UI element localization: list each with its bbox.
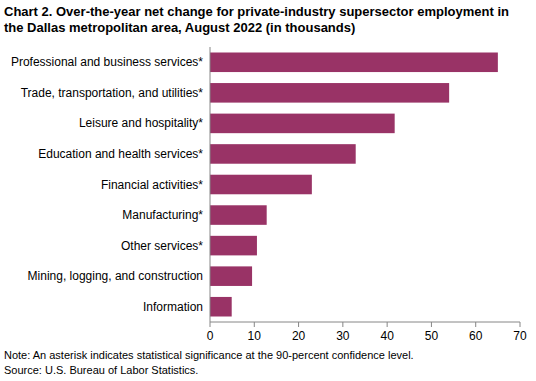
bar	[210, 297, 232, 317]
y-axis	[210, 47, 211, 322]
bar	[210, 114, 395, 134]
tick	[342, 322, 343, 327]
bar	[210, 53, 498, 73]
tick-label: 50	[425, 329, 439, 343]
title: Chart 2. Over-the-year net change for pr…	[4, 4, 509, 35]
tick	[298, 322, 299, 327]
tick	[520, 322, 521, 327]
tick	[210, 322, 211, 327]
category-label: Financial activities*	[101, 178, 203, 192]
bars	[210, 53, 498, 317]
bar	[210, 144, 356, 164]
category-label: Leisure and hospitality*	[79, 116, 203, 130]
tick-label: 10	[248, 329, 262, 343]
tick	[431, 322, 432, 327]
tick	[475, 322, 476, 327]
tick-label: 70	[513, 329, 527, 343]
bar	[210, 83, 449, 103]
tick-label: 0	[207, 329, 214, 343]
tick-label: 40	[380, 329, 394, 343]
bar	[210, 236, 257, 256]
category-label: Professional and business services*	[11, 55, 203, 69]
tick	[254, 322, 255, 327]
tick-label: 30	[336, 329, 350, 343]
chart-container: Chart 2. Over-the-year net change for pr…	[0, 0, 536, 381]
tick	[387, 322, 388, 327]
bar	[210, 175, 312, 195]
category-label: Education and health services*	[38, 147, 203, 161]
x-axis	[210, 322, 520, 323]
category-label: Trade, transportation, and utilities*	[21, 86, 204, 100]
category-label: Manufacturing*	[122, 208, 203, 222]
tick-label: 20	[292, 329, 306, 343]
annotation: Note: An asterisk indicates statistical …	[4, 349, 414, 361]
category-label: Mining, logging, and construction	[28, 269, 203, 283]
category-label: Other services*	[121, 239, 203, 253]
bar	[210, 205, 267, 225]
chart-svg: Chart 2. Over-the-year net change for pr…	[0, 0, 536, 381]
bar	[210, 266, 252, 286]
category-label: Information	[143, 300, 203, 314]
annotation: Source: U.S. Bureau of Labor Statistics.	[4, 364, 198, 376]
tick-label: 60	[469, 329, 483, 343]
